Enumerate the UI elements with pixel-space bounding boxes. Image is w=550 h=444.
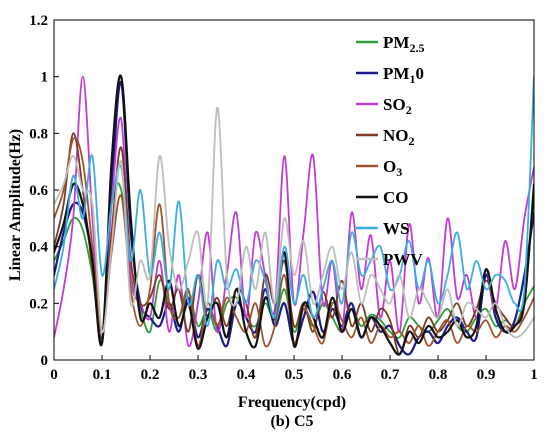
series-line-ws	[54, 75, 534, 327]
x-tick-label: 0.1	[93, 367, 112, 383]
legend-label: PM2.5	[383, 33, 424, 55]
x-tick-label: 0	[50, 367, 58, 383]
legend: PM2.5 PM10 SO2 NO2 O3 CO WS PWV	[356, 33, 424, 269]
y-tick-label: 1	[41, 70, 49, 86]
legend-label: O3	[383, 157, 402, 179]
y-tick-label: 0.6	[29, 183, 48, 199]
y-tick-label: 0.4	[29, 240, 48, 256]
legend-label: NO2	[383, 126, 415, 148]
x-tick-label: 1	[530, 367, 538, 383]
y-tick-label: 0.2	[29, 296, 48, 312]
y-tick-label: 0.8	[29, 126, 48, 142]
legend-label: PM10	[383, 64, 424, 86]
x-axis-title: Frequency(cpd)	[238, 394, 346, 411]
x-tick-label: 0.2	[141, 367, 160, 383]
x-tick-label: 0.4	[237, 367, 256, 383]
x-tick-label: 0.7	[381, 367, 400, 383]
y-tick-label: 1.2	[29, 13, 48, 29]
y-axis-title: Linear Amplitude(Hz)	[7, 129, 24, 281]
series-line-pwv	[54, 106, 534, 339]
legend-label: WS	[383, 219, 409, 238]
legend-label: PWV	[383, 250, 423, 269]
x-tick-label: 0.6	[333, 367, 352, 383]
y-tick-label: 0	[41, 353, 49, 369]
series-line-co	[54, 74, 534, 356]
legend-label: SO2	[383, 95, 412, 117]
legend-label: CO	[383, 188, 409, 207]
x-tick-label: 0.3	[189, 367, 208, 383]
x-tick-label: 0.8	[429, 367, 448, 383]
x-tick-label: 0.9	[477, 367, 496, 383]
axes: 0 0.1 0.2 0.3 0.4 0.5 0.6 0.7 0.8 0.9 1 0 0.2 0.4 0.6 0…	[29, 13, 538, 383]
chart-caption: (b) C5	[270, 413, 313, 430]
x-tick-label: 0.5	[285, 367, 304, 383]
series-layer	[54, 74, 534, 356]
